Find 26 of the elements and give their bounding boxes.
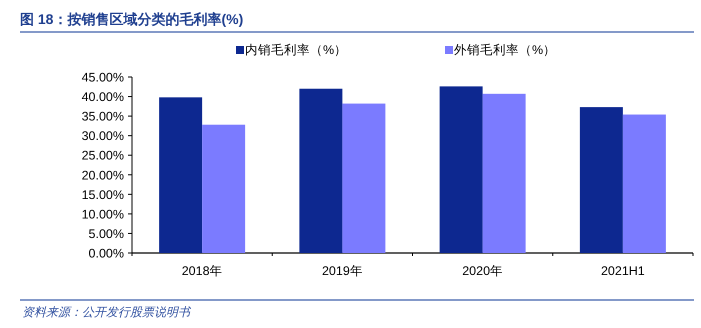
y-tick-label: 0.00% bbox=[88, 246, 124, 260]
y-tick-label: 45.00% bbox=[82, 70, 124, 84]
bar bbox=[342, 104, 386, 253]
x-tick-label: 2019年 bbox=[322, 264, 363, 278]
bar bbox=[440, 86, 483, 253]
y-tick-label: 5.00% bbox=[88, 226, 124, 241]
y-tick-label: 30.00% bbox=[82, 129, 124, 144]
chart-title: 图 18：按销售区域分类的毛利率(%) bbox=[20, 11, 244, 27]
bar bbox=[299, 88, 342, 253]
y-tick-label: 35.00% bbox=[82, 110, 124, 124]
y-tick-label: 25.00% bbox=[82, 148, 124, 163]
bar bbox=[202, 124, 246, 253]
x-tick-label: 2020年 bbox=[462, 264, 504, 278]
y-tick-label: 20.00% bbox=[82, 168, 124, 182]
bar bbox=[622, 114, 666, 253]
bar bbox=[482, 94, 526, 253]
y-tick-label: 10.00% bbox=[82, 207, 124, 222]
bar bbox=[580, 107, 623, 253]
legend-label: 外销毛利率（%） bbox=[454, 42, 556, 57]
x-tick-label: 2021H1 bbox=[600, 264, 645, 278]
bar bbox=[159, 97, 202, 253]
legend-label: 内销毛利率（%） bbox=[245, 42, 348, 57]
y-tick-label: 40.00% bbox=[82, 90, 124, 104]
text: 资料来源：公开发行股票说明书 bbox=[22, 305, 192, 319]
y-tick-label: 15.00% bbox=[82, 188, 124, 202]
x-tick-label: 2018年 bbox=[182, 264, 223, 278]
